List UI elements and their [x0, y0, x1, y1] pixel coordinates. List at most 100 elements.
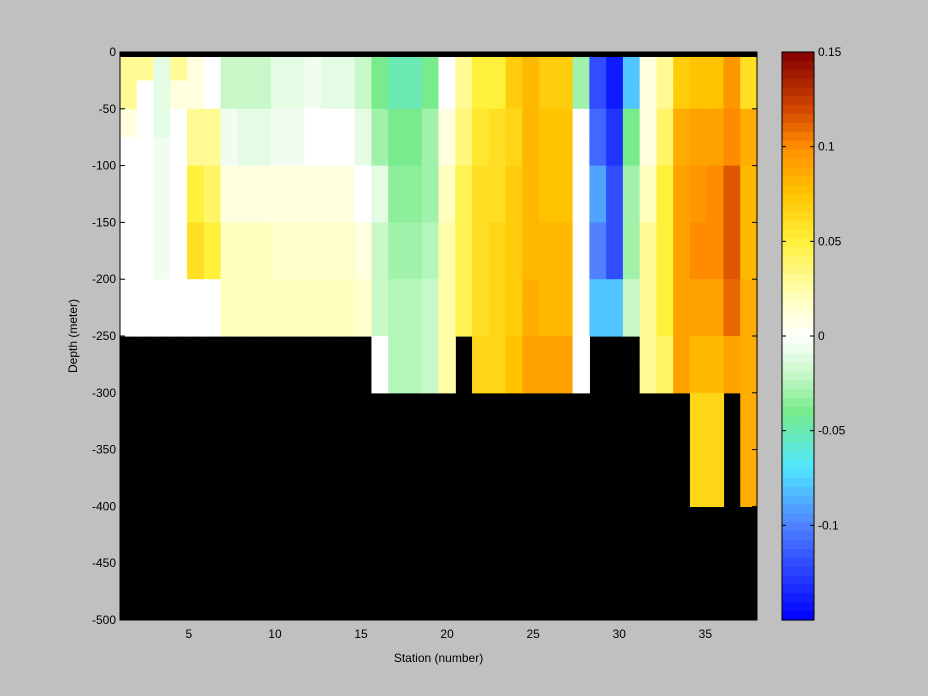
heatmap-cell: [136, 52, 155, 81]
heatmap-cell: [706, 52, 725, 81]
heatmap-cell: [673, 108, 691, 138]
heatmap-cell: [488, 80, 507, 110]
heatmap-cell: [388, 336, 406, 365]
colorbar-band: [782, 451, 814, 461]
heatmap-cell: [706, 137, 725, 167]
heatmap-cell: [304, 307, 322, 337]
colorbar-band: [782, 513, 814, 523]
heatmap-cell: [555, 307, 574, 337]
heatmap-cell: [488, 194, 507, 223]
heatmap-cell: [656, 250, 674, 280]
heatmap-cell: [673, 279, 691, 309]
heatmap-cell: [589, 165, 607, 195]
heatmap-cell: [270, 250, 289, 280]
heatmap-cell: [170, 137, 188, 167]
colorbar-band: [782, 318, 814, 328]
heatmap-cell: [237, 80, 255, 110]
heatmap-cell: [673, 307, 691, 337]
heatmap-cell: [153, 137, 171, 167]
heatmap-cell: [120, 52, 138, 81]
heatmap-cell: [287, 250, 305, 280]
heatmap-cell: [120, 222, 138, 252]
heatmap-cell: [539, 364, 557, 394]
heatmap-cell: [673, 250, 691, 280]
colorbar-band: [782, 336, 814, 346]
colorbar-band: [782, 344, 814, 355]
colorbar-band: [782, 211, 814, 222]
heatmap-cell: [254, 108, 272, 138]
heatmap-cell: [539, 307, 557, 337]
heatmap-cell: [539, 52, 557, 81]
colorbar-band: [782, 176, 814, 186]
heatmap-cell: [606, 279, 624, 309]
heatmap-cell: [371, 336, 389, 365]
heatmap-cell: [153, 307, 171, 337]
heatmap-cell: [170, 250, 188, 280]
heatmap-cell: [254, 137, 272, 167]
heatmap-cell: [120, 250, 138, 280]
heatmap-cell: [522, 80, 540, 110]
heatmap-cell: [203, 137, 222, 167]
heatmap-cell: [153, 165, 171, 195]
heatmap-cell: [740, 137, 758, 167]
colorbar-band: [782, 265, 814, 275]
heatmap-cell: [472, 80, 490, 110]
heatmap-cell: [421, 194, 440, 223]
heatmap-cell: [455, 279, 473, 309]
heatmap-cell: [220, 194, 238, 223]
colorbar-tick-label: -0.05: [818, 424, 846, 438]
heatmap-cell: [153, 52, 171, 81]
heatmap-cell: [254, 279, 272, 309]
heatmap-cell: [572, 364, 590, 394]
heatmap-cell: [421, 279, 440, 309]
heatmap-cell: [472, 250, 490, 280]
heatmap-cell: [522, 364, 540, 394]
heatmap-cell: [589, 279, 607, 309]
heatmap-cell: [589, 250, 607, 280]
colorbar-band: [782, 407, 814, 417]
heatmap-cell: [170, 52, 188, 81]
heatmap-cell: [488, 250, 507, 280]
heatmap-cell: [120, 194, 138, 223]
heatmap-cell: [170, 307, 188, 337]
heatmap-cell: [606, 137, 624, 167]
colorbar-band: [782, 602, 814, 612]
heatmap-cell: [740, 250, 758, 280]
colorbar-tick-label: 0.05: [818, 234, 842, 248]
heatmap-cell: [203, 108, 222, 138]
heatmap-cell: [120, 307, 138, 337]
heatmap-cell: [656, 52, 674, 81]
heatmap-cell: [321, 279, 339, 309]
heatmap-cell: [203, 194, 222, 223]
colorbar-band: [782, 353, 814, 364]
colorbar-band: [782, 291, 814, 302]
heatmap-cell: [287, 80, 305, 110]
heatmap-cell: [136, 137, 155, 167]
colorbar-band: [782, 238, 814, 248]
y-tick-label: -350: [92, 443, 116, 457]
heatmap-cell: [203, 279, 222, 309]
heatmap-cell: [606, 165, 624, 195]
heatmap-cell: [606, 194, 624, 223]
colorbar-band: [782, 442, 814, 452]
heatmap-cell: [270, 165, 289, 195]
heatmap-cell: [740, 421, 758, 451]
colorbar-band: [782, 495, 814, 506]
heatmap-cell: [187, 165, 205, 195]
heatmap-cell: [354, 80, 373, 110]
heatmap-cell: [203, 250, 222, 280]
heatmap-cell: [354, 307, 373, 337]
heatmap-cell: [371, 364, 389, 394]
colorbar-tick-label: 0.15: [818, 45, 842, 59]
heatmap-cell: [505, 52, 523, 81]
heatmap-cell: [120, 80, 138, 110]
heatmap-cell: [187, 194, 205, 223]
heatmap-cell: [170, 165, 188, 195]
heatmap-cell: [689, 307, 708, 337]
colorbar-band: [782, 557, 814, 568]
heatmap-cell: [220, 80, 238, 110]
heatmap-cell: [304, 250, 322, 280]
colorbar-band: [782, 398, 814, 408]
heatmap-cell: [472, 364, 490, 394]
heatmap-cell: [572, 52, 590, 81]
